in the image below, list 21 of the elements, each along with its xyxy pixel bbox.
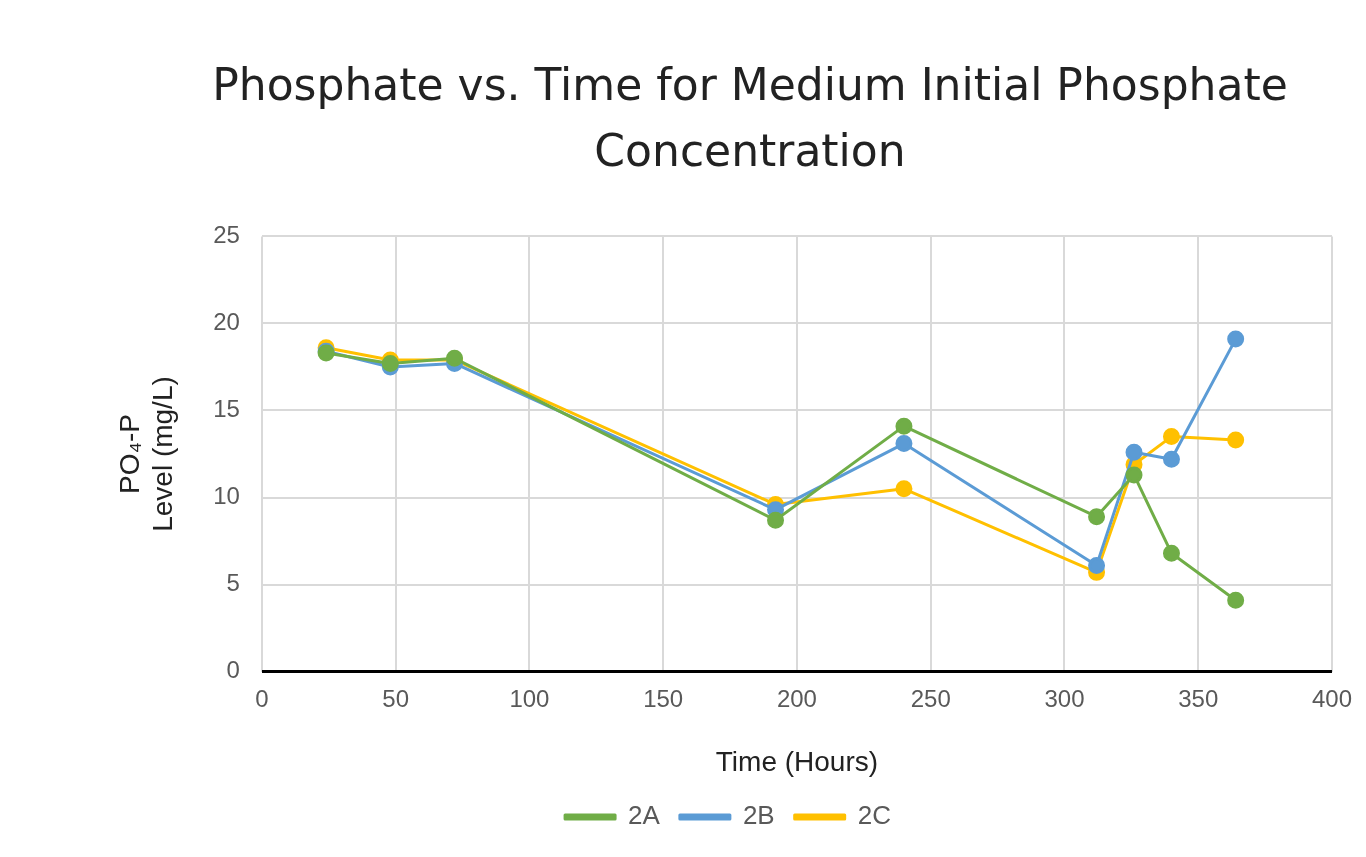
x-tick-label: 350 [1178,684,1219,712]
chart-title: Phosphate vs. Time for Medium Initial Phosphate Concentration [211,58,1289,178]
legend-label: 2C [857,800,891,831]
x-tick-label: 50 [382,684,410,712]
x-tick-label: 200 [776,684,817,712]
legend-label: 2A [628,800,661,831]
x-tick-label: 400 [1311,684,1352,712]
y-tick-label: 15 [213,395,240,423]
y-tick-label: 25 [213,221,240,249]
y-tick-label: 10 [213,482,240,510]
x-tick-label: 150 [643,684,684,712]
x-axis-title: Time (Hours) [715,745,879,777]
x-tick-label: 100 [509,684,550,712]
y-tick-label: 0 [226,656,240,684]
x-tick-label: 300 [1044,684,1085,712]
x-tick-label: 250 [910,684,951,712]
y-tick-label: 5 [226,569,240,597]
y-tick-label: 20 [213,308,240,336]
y-axis-title: PO₄-P Level (mg/L) [113,376,179,532]
x-tick-label: 0 [255,684,269,712]
legend-label: 2B [742,800,775,831]
